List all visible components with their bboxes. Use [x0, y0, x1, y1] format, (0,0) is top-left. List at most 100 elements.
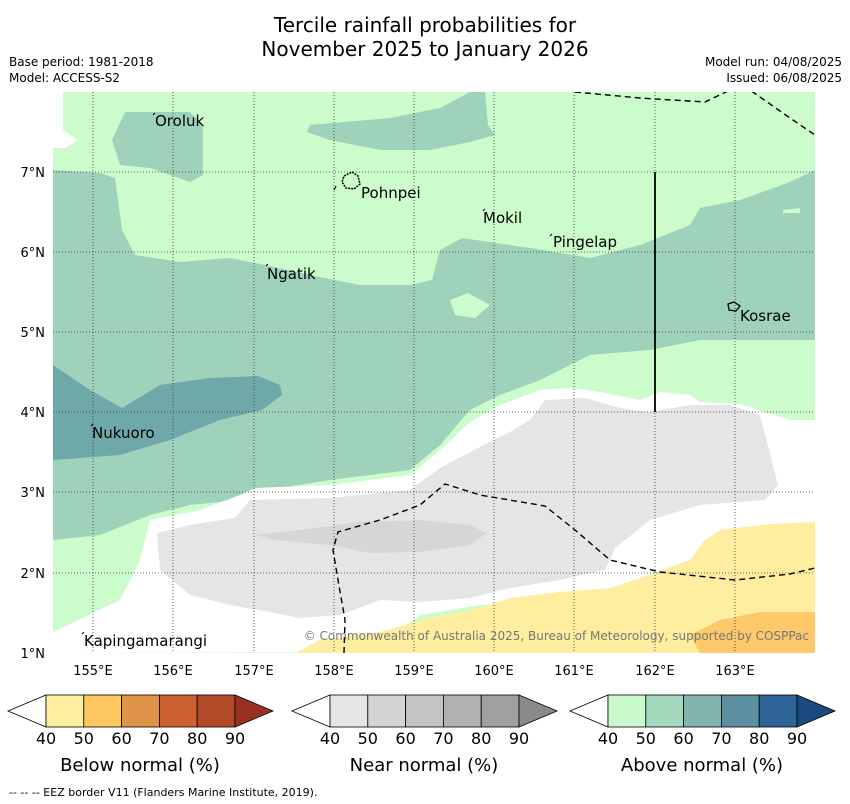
- colorbar-segment: [367, 694, 406, 728]
- lon-label: 160°E: [474, 664, 514, 679]
- colorbar-tick-label: 50: [635, 729, 656, 748]
- colorbar-tick-label: 70: [433, 729, 454, 748]
- colorbar-segment: [442, 694, 482, 728]
- colorbar-tick-label: 80: [471, 729, 492, 748]
- above-normal-50-islet: [783, 208, 800, 213]
- colorbar-tick-label: 60: [111, 729, 132, 748]
- colorbar-segment: [121, 694, 160, 728]
- above-normal-60-band: [53, 170, 815, 540]
- colorbar-segment: [758, 694, 798, 728]
- lon-label: 161°E: [554, 664, 594, 679]
- map-title-line1: Tercile rainfall probabilities for: [273, 13, 577, 37]
- lon-label: 157°E: [234, 664, 274, 679]
- colorbar-min-arrow: [290, 694, 331, 728]
- above-normal-60-oroluk: [112, 112, 203, 182]
- colorbar-segment: [721, 694, 760, 728]
- place-kapingamarangi: Kapingamarangi: [84, 632, 207, 650]
- ngatik-mark: [265, 263, 269, 267]
- colorbar-segment: [645, 694, 684, 728]
- lon-label: 163°E: [715, 664, 755, 679]
- near-normal-60-region: [255, 520, 487, 553]
- below-normal-colorbar: [6, 694, 275, 728]
- colorbar-tick-label: 70: [711, 729, 732, 748]
- colorbar-tick-label: 50: [73, 729, 94, 748]
- lon-label: 162°E: [635, 664, 675, 679]
- white-region-nw: [53, 92, 78, 148]
- longitude-labels: 155°E 156°E 157°E 158°E 159°E 160°E 161°…: [73, 664, 755, 679]
- colorbar-tick-label: 70: [149, 729, 170, 748]
- colorbar-tick-label: 60: [673, 729, 694, 748]
- colorbar-segment: [405, 694, 444, 728]
- probability-map: Oroluk Pohnpei Mokil Pingelap Ngatik Kos…: [21, 92, 815, 679]
- eez-border: [332, 92, 815, 653]
- colorbar-segment: [480, 694, 520, 728]
- colorbar-segment: [45, 694, 85, 728]
- lat-label: 2°N: [21, 567, 46, 582]
- colorbar-segment: [683, 694, 722, 728]
- place-pingelap: Pingelap: [553, 233, 617, 251]
- lon-label: 159°E: [394, 664, 434, 679]
- colorbar-tick-label: 60: [395, 729, 416, 748]
- colorbar-segment: [329, 694, 369, 728]
- place-mokil: Mokil: [483, 209, 522, 227]
- lat-label: 5°N: [21, 326, 46, 341]
- place-ngatik: Ngatik: [267, 265, 316, 283]
- above-normal-50-island: [450, 293, 490, 318]
- near-normal-legend-label: Near normal (%): [349, 755, 499, 776]
- below-normal-legend-label: Below normal (%): [60, 755, 220, 776]
- colorbar-tick-label: 80: [187, 729, 208, 748]
- near-normal-50-region: [157, 398, 778, 618]
- issued-date: Issued: 06/08/2025: [726, 71, 842, 85]
- colorbar-min-arrow: [6, 694, 47, 728]
- colorbar-segment: [83, 694, 123, 728]
- colorbar-max-arrow: [234, 694, 275, 728]
- colorbar-tick-label: 90: [508, 729, 530, 748]
- lon-label: 158°E: [314, 664, 354, 679]
- above-normal-legend-label: Above normal (%): [620, 755, 784, 776]
- oroluk-mark: [152, 112, 156, 116]
- model-name: Model: ACCESS-S2: [9, 71, 121, 85]
- lon-label: 155°E: [73, 664, 113, 679]
- lat-label: 6°N: [21, 246, 46, 261]
- kosrae-island-shape: [727, 301, 741, 312]
- kapingamarangi-mark: [81, 631, 85, 635]
- colorbar-segment: [607, 694, 647, 728]
- colorbar-segment: [196, 694, 236, 728]
- lon-label: 156°E: [153, 664, 193, 679]
- colorbar-min-arrow: [568, 694, 609, 728]
- lat-label: 4°N: [21, 406, 46, 421]
- place-kosrae: Kosrae: [740, 307, 791, 325]
- eez-footnote: -- -- -- EEZ border V11 (Flanders Marine…: [9, 786, 318, 799]
- lat-label: 3°N: [21, 486, 46, 501]
- below-normal-60-region: [690, 612, 815, 653]
- colorbar-segment: [158, 694, 198, 728]
- model-run: Model run: 04/08/2025: [704, 55, 842, 69]
- near-normal-colorbar: [290, 694, 559, 728]
- base-period: Base period: 1981-2018: [9, 55, 154, 69]
- lat-label: 7°N: [21, 166, 46, 181]
- legend-bars: [6, 694, 837, 728]
- copyright-notice: © Commonwealth of Australia 2025, Bureau…: [304, 629, 809, 643]
- latitude-labels: 7°N 6°N 5°N 4°N 3°N 2°N 1°N: [21, 166, 46, 662]
- map-title-line2: November 2025 to January 2026: [261, 37, 589, 61]
- colorbar-max-arrow: [796, 694, 837, 728]
- colorbar-tick-label: 50: [357, 729, 378, 748]
- above-normal-60-north: [307, 92, 495, 150]
- colorbar-tick-label: 40: [35, 729, 57, 748]
- colorbar-tick-label: 90: [224, 729, 246, 748]
- lat-label: 1°N: [21, 647, 46, 662]
- colorbar-tick-label: 90: [786, 729, 808, 748]
- place-oroluk: Oroluk: [155, 112, 204, 130]
- pingelap-mark: [549, 233, 553, 237]
- place-pohnpei: Pohnpei: [361, 184, 421, 202]
- colorbar-tick-label: 80: [749, 729, 770, 748]
- pohnpei-islet: [333, 185, 337, 191]
- colorbar-tick-label: 40: [319, 729, 341, 748]
- mokil-mark: [482, 208, 486, 212]
- above-normal-70-region: [53, 365, 282, 460]
- nukuoro-mark: [90, 423, 94, 427]
- colorbar-tick-label: 40: [597, 729, 619, 748]
- place-nukuoro: Nukuoro: [92, 424, 155, 442]
- below-normal-50-region: [295, 522, 815, 653]
- above-normal-colorbar: [568, 694, 837, 728]
